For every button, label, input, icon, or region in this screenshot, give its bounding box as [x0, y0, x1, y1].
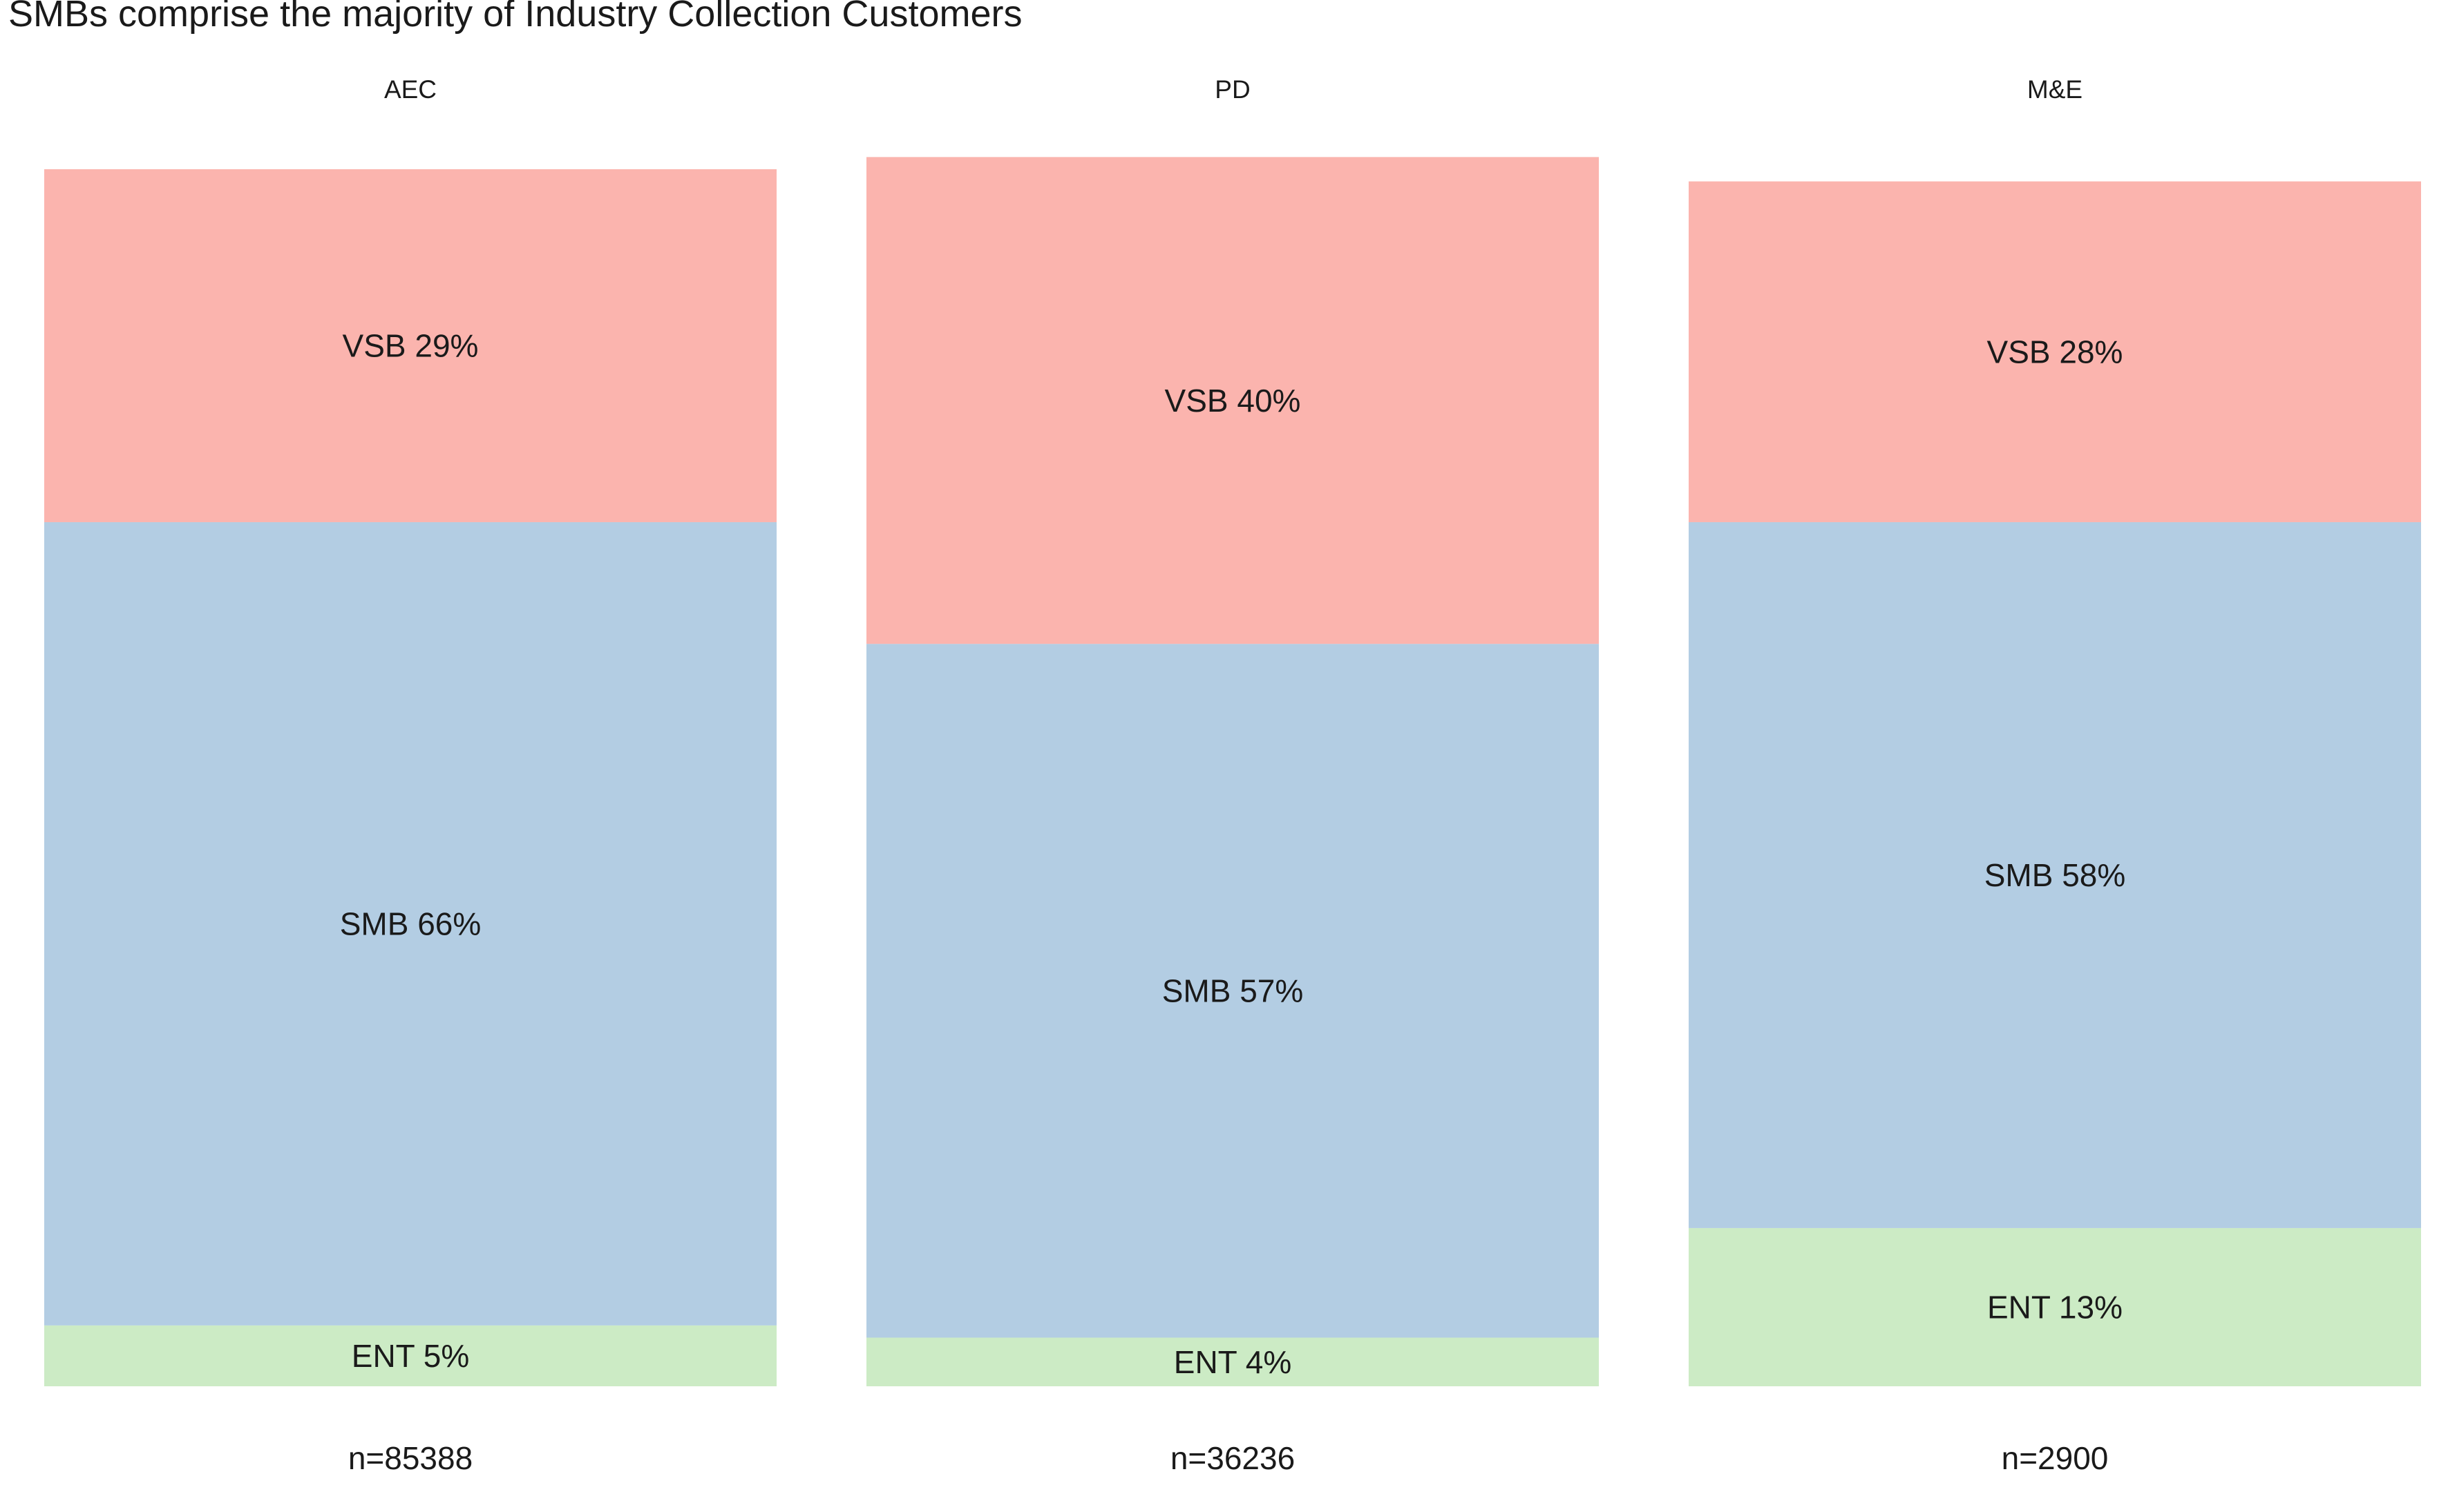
facet-mande: M&E ENT 13% SMB 58% VSB 28% n=2900 [1689, 75, 2421, 1476]
bar-segment-vsb-aec [44, 169, 777, 522]
facet-pd: PD ENT 4% SMB 57% VSB 40% n=36236 [866, 75, 1599, 1476]
sample-size-pd: n=36236 [1170, 1440, 1295, 1476]
bar-segment-ent-pd [866, 1337, 1599, 1386]
bar-segment-ent-mande [1689, 1227, 2421, 1386]
chart-title: SMBs comprise the majority of Industry C… [8, 0, 1023, 35]
segment-label-smb-aec: SMB 66% [340, 906, 482, 942]
segment-label-vsb-aec: VSB 29% [343, 328, 479, 364]
segment-label-smb-mande: SMB 58% [1984, 857, 2126, 893]
bar-segment-vsb-mande [1689, 181, 2421, 522]
segment-label-vsb-pd: VSB 40% [1165, 383, 1301, 419]
facet-label-mande: M&E [2027, 75, 2082, 104]
facet-aec: AEC ENT 5% SMB 66% VSB 29% n=85388 [44, 75, 777, 1476]
bar-segment-ent-aec [44, 1325, 777, 1386]
sample-size-aec: n=85388 [348, 1440, 473, 1476]
segment-label-ent-pd: ENT 4% [1174, 1344, 1291, 1380]
bar-segment-smb-mande [1689, 521, 2421, 1228]
segment-label-vsb-mande: VSB 28% [1987, 334, 2123, 370]
segment-label-ent-aec: ENT 5% [352, 1338, 469, 1374]
facet-panels: AEC ENT 5% SMB 66% VSB 29% n=85388 PD ENT 4% SM… [44, 75, 2421, 1476]
facet-label-pd: PD [1215, 75, 1250, 104]
sample-size-mande: n=2900 [2002, 1440, 2109, 1476]
bar-segment-vsb-pd [866, 157, 1599, 644]
bar-segment-smb-pd [866, 644, 1599, 1338]
segment-label-smb-pd: SMB 57% [1162, 973, 1304, 1009]
segment-label-ent-mande: ENT 13% [1987, 1290, 2123, 1326]
bar-segment-smb-aec [44, 521, 777, 1326]
facet-label-aec: AEC [384, 75, 437, 104]
